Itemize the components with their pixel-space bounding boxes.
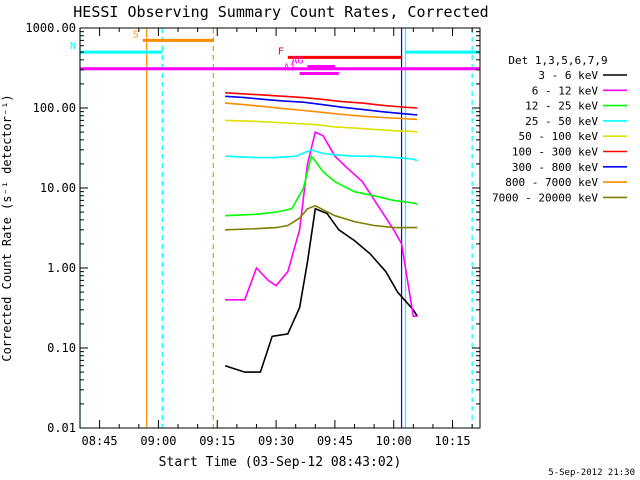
x-tick-label: 10:00 [376, 434, 412, 448]
series-line-3 [225, 154, 418, 217]
y-tick-label: 10.00 [40, 181, 76, 195]
y-tick-label: 0.10 [47, 341, 76, 355]
annotation-label: F [278, 46, 284, 57]
x-tick-label: 09:00 [140, 434, 176, 448]
series-line-8 [225, 102, 418, 121]
y-tick-label: 100.00 [33, 101, 76, 115]
y-tick-label: 1.00 [47, 261, 76, 275]
series-line-7 [225, 95, 418, 116]
series-line-6 [225, 92, 418, 109]
x-tick-label: 08:45 [82, 434, 118, 448]
y-tick-label: 1000.00 [25, 21, 76, 35]
annotation-label: N [70, 41, 76, 52]
annotation-label: AG [291, 56, 303, 67]
y-axis-label: Corrected Count Rate (s⁻¹ detector⁻¹) [0, 94, 14, 361]
x-tick-label: 09:30 [258, 434, 294, 448]
plot-frame [79, 27, 481, 429]
legend-label: 25 - 50 keV [525, 115, 598, 128]
chart-title: HESSI Observing Summary Count Rates, Cor… [73, 3, 488, 21]
legend-label: 300 - 800 keV [512, 161, 598, 174]
legend-label: 800 - 7000 keV [505, 176, 598, 189]
annotation-label: S [133, 29, 139, 40]
series-line-4 [225, 148, 418, 162]
legend-title: Det 1,3,5,6,7,9 [508, 54, 607, 67]
legend-label: 7000 - 20000 keV [492, 191, 598, 204]
legend-label: 3 - 6 keV [538, 69, 598, 82]
legend-label: 12 - 25 keV [525, 100, 598, 113]
series-line-5 [225, 119, 418, 133]
series-line-2 [225, 130, 418, 318]
y-tick-label: 0.01 [47, 421, 76, 435]
chart-marks: SNFAGA1 [70, 28, 480, 428]
series-line-9 [225, 204, 418, 231]
legend-label: 6 - 12 keV [532, 84, 599, 97]
x-axis-label: Start Time (03-Sep-12 08:43:02) [159, 455, 402, 470]
axes: 0.01 0.10 1.00 10.00 100.00 1000.00 08:45 09:00… [25, 21, 480, 448]
legend-label: 100 - 300 keV [512, 146, 598, 159]
legend-label: 50 - 100 keV [519, 130, 599, 143]
x-tick-label: 09:45 [317, 434, 353, 448]
legend: 3 - 6 keV 6 - 12 keV 12 - 25 keV 25 - 50 ke… [492, 69, 627, 204]
footer-date: 5-Sep-2012 21:30 [548, 468, 635, 478]
series-line-1 [224, 207, 418, 373]
x-tick-label: 10:15 [434, 434, 470, 448]
x-tick-label: 09:15 [199, 434, 235, 448]
